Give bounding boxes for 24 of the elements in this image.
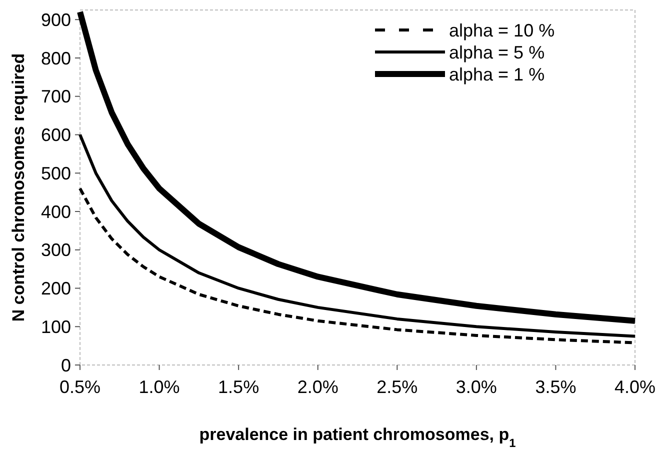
y-tick-label: 900 bbox=[40, 10, 71, 30]
x-tick-label: 1.5% bbox=[218, 377, 260, 397]
y-tick-label: 200 bbox=[40, 278, 71, 299]
legend-label: alpha = 5 % bbox=[449, 42, 545, 62]
y-tick-label: 300 bbox=[40, 240, 71, 260]
x-tick-label: 4.0% bbox=[614, 377, 656, 397]
y-tick-label: 400 bbox=[40, 202, 71, 222]
y-tick-label: 600 bbox=[40, 125, 71, 146]
y-tick-label: 800 bbox=[40, 48, 71, 68]
y-tick-label: 700 bbox=[40, 86, 71, 107]
x-axis-title: prevalence in patient chromosomes, p$_{1}$ bbox=[199, 425, 516, 450]
line-series bbox=[78, 133, 636, 338]
y-tick-label: 100 bbox=[40, 316, 71, 337]
x-tick-label: 3.5% bbox=[535, 377, 576, 397]
y-axis-title: N control chromosomes required bbox=[9, 53, 28, 322]
x-tick-label: 3.0% bbox=[456, 377, 497, 397]
y-tick-label: 500 bbox=[40, 163, 71, 184]
legend-label: alpha = 1 % bbox=[449, 64, 545, 84]
x-tick-label: 2.5% bbox=[376, 377, 418, 397]
x-tick-label: 1.0% bbox=[138, 377, 180, 397]
y-tick-label: 0 bbox=[60, 355, 71, 376]
x-tick-label: 2.0% bbox=[297, 377, 338, 397]
legend-label: alpha = 10 % bbox=[449, 20, 555, 40]
x-tick-label: 0.5% bbox=[59, 377, 101, 397]
